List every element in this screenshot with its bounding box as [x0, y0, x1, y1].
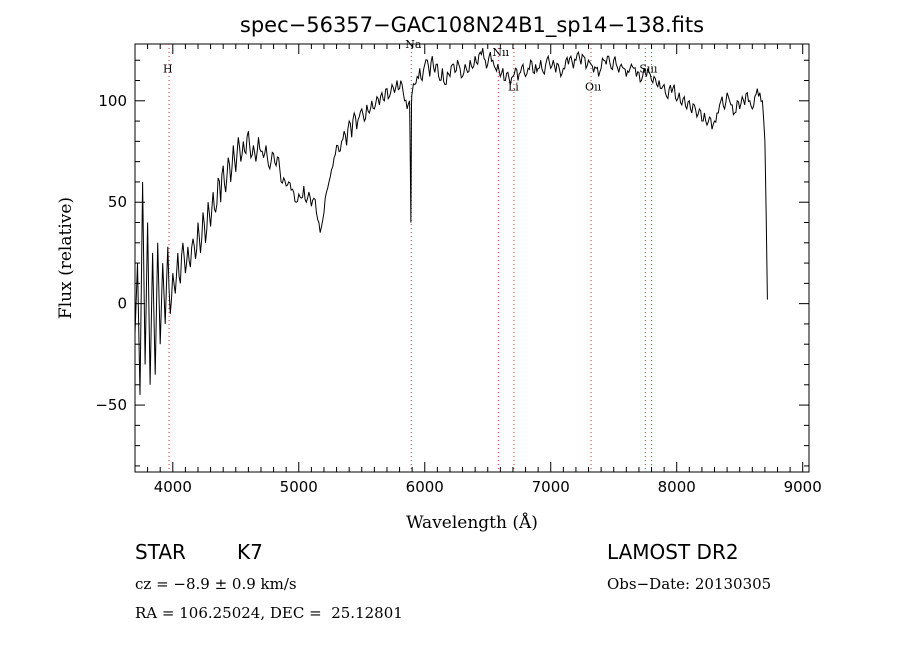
x-tick-label: 4000 — [154, 478, 192, 496]
y-axis-label: Flux (relative) — [56, 197, 76, 319]
object-class: STAR — [135, 540, 186, 564]
spectral-line-label: Li — [508, 81, 519, 94]
x-tick-label: 9000 — [784, 478, 822, 496]
plot-frame — [134, 43, 810, 473]
spectral-line-label: Nıı — [492, 46, 509, 59]
redshift-value: cz = −8.9 ± 0.9 km/s — [135, 575, 297, 593]
y-tick-label: 0 — [117, 295, 127, 313]
object-subclass: K7 — [237, 540, 263, 564]
x-axis-label: Wavelength (Å) — [406, 512, 538, 533]
y-tick-label: 100 — [98, 92, 127, 110]
spectral-line-markers: H Na Nıı Li Oıı Sııı — [163, 38, 658, 472]
y-tick-label: −50 — [95, 396, 127, 414]
y-tick-label: 50 — [108, 193, 127, 211]
x-tick-label: 7000 — [532, 478, 570, 496]
coordinates: RA = 106.25024, DEC = 25.12801 — [135, 604, 403, 622]
x-tick-label: 6000 — [406, 478, 444, 496]
x-tick-label: 8000 — [658, 478, 696, 496]
spectral-line-label: Oıı — [585, 81, 602, 94]
chart-title: spec−56357−GAC108N24B1_sp14−138.fits — [240, 13, 704, 38]
observation-date: Obs−Date: 20130305 — [607, 575, 772, 593]
spectrum-series-line — [134, 48, 768, 395]
axis-ticks — [134, 44, 809, 472]
spectral-line-label: Na — [405, 38, 422, 51]
axis-tick-labels: 4000 5000 6000 7000 8000 9000 −50 0 50 100 — [95, 92, 821, 496]
spectral-line-label: H — [163, 62, 173, 75]
survey-name: LAMOST DR2 — [607, 540, 739, 564]
x-tick-label: 5000 — [280, 478, 318, 496]
spectral-line-label: Sııı — [639, 62, 658, 75]
